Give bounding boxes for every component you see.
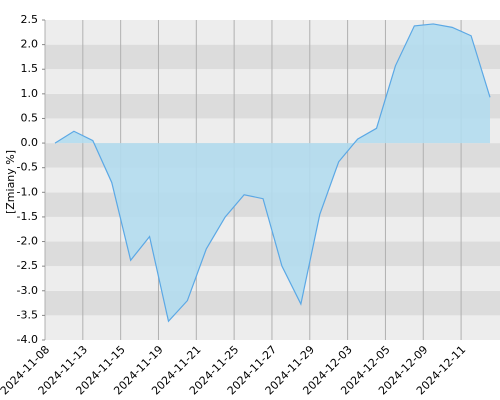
y-tick-label: -1.5 [17,210,38,223]
y-axis-label: [Zmiany %] [4,150,17,214]
area [55,23,490,322]
grid-band [45,266,500,291]
grid-band [45,315,500,340]
line [54,23,491,323]
y-tick-label: 1.0 [21,87,39,100]
y-tick-label: -4.0 [17,333,38,346]
y-tick-label: -0.5 [17,161,38,174]
y-tick-label: 0.0 [21,136,39,149]
y-tick-label: 2.0 [21,38,39,51]
grid-band [45,241,500,267]
y-tick-label: -2.0 [17,235,38,248]
y-tick-label: 0.5 [21,111,39,124]
y-tick-label: -2.5 [17,259,38,272]
y-tick-label: -3.0 [17,284,38,297]
y-tick-label: -3.5 [17,308,38,321]
y-tick-label: 1.5 [21,62,39,75]
grid-band [45,290,500,316]
y-tick-label: -1.0 [17,185,38,198]
y-tick-label: 2.5 [21,13,39,26]
